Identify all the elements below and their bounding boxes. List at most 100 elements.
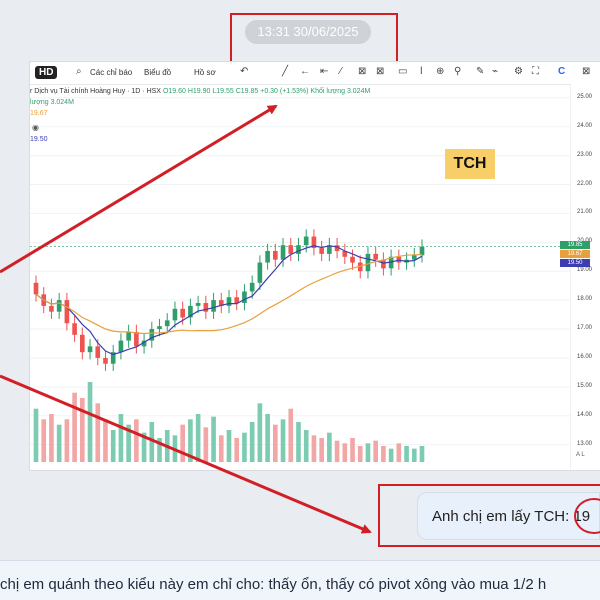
screenshot-icon[interactable]: ⊠	[582, 66, 591, 77]
candle-body	[64, 300, 70, 324]
candle-body	[95, 346, 101, 358]
volume-bar	[141, 432, 147, 462]
volume-bar	[396, 443, 402, 462]
volume-bar	[218, 435, 224, 462]
price-tag-close: 19.85	[560, 241, 590, 249]
price-highlight-circle	[574, 498, 600, 534]
hd-badge[interactable]: HD	[35, 66, 58, 79]
volume-bar	[203, 427, 209, 462]
candlestick-chart	[30, 97, 570, 462]
candle-body	[188, 305, 193, 318]
symbol-name: r Dịch vụ Tài chính Hoàng Huy · 1D · HSX	[30, 88, 161, 95]
candle-body	[319, 248, 324, 254]
candle-body	[373, 253, 378, 260]
volume-bar	[373, 440, 378, 462]
candle-body	[273, 250, 278, 260]
crosshair-icon[interactable]: ⊕	[436, 66, 445, 77]
volume-bar	[419, 446, 425, 462]
volume-bar	[350, 438, 355, 462]
volume-bar	[33, 408, 39, 462]
price-axis-tick: 18.00	[577, 296, 593, 303]
chart-plot-area[interactable]	[30, 84, 570, 470]
ma-slow-line	[35, 254, 423, 335]
candle-body	[195, 303, 201, 306]
volume-bar	[188, 419, 193, 462]
caption-text: chị em quánh theo kiểu này em chỉ cho: t…	[0, 576, 547, 593]
candle-body	[265, 250, 270, 263]
chart-type-button[interactable]: Biểu đồ	[144, 68, 172, 77]
undo-icon[interactable]: ↶	[240, 66, 249, 77]
chart-legend: r Dịch vụ Tài chính Hoàng Huy · 1D · HSX…	[30, 88, 370, 95]
message-highlight-box	[378, 484, 600, 547]
rectangle-icon[interactable]: ⊠	[358, 66, 367, 77]
candle-body	[303, 236, 309, 246]
comment-icon[interactable]: ▭	[398, 66, 408, 77]
pencil-icon[interactable]: ✎	[476, 66, 485, 77]
fib-icon[interactable]: ⇤	[320, 66, 329, 77]
ma-fast-value: 19.50	[30, 136, 48, 143]
fullscreen-icon[interactable]: ⛶	[532, 66, 539, 77]
indicators-button[interactable]: Các chỉ báo	[90, 68, 133, 77]
ma-slow-value: 19.67	[30, 110, 48, 117]
price-axis-tick: 15.00	[577, 382, 593, 389]
volume-bar	[265, 414, 270, 462]
volume-bar	[87, 382, 93, 462]
candle-body	[211, 300, 216, 312]
ticker-label: TCH	[445, 149, 495, 179]
brush-icon[interactable]: ⁄	[340, 66, 342, 77]
settings-icon[interactable]: ⚙	[514, 66, 523, 77]
path-icon[interactable]: ⊠	[376, 66, 385, 77]
candle-body	[56, 300, 62, 312]
vertical-line-icon[interactable]: ǀ	[420, 66, 423, 77]
candle-body	[80, 334, 85, 353]
candle-body	[110, 352, 116, 364]
candle-body	[134, 331, 139, 347]
price-axis-tick: 13.00	[577, 440, 593, 447]
ohlc-values: O19.60 H19.90 L19.55 C19.85 +0.30 (+1.53…	[162, 88, 371, 95]
volume-bar	[226, 430, 232, 462]
candle-body	[327, 245, 332, 254]
indicators-icon[interactable]: ⌕	[76, 66, 82, 77]
candle-body	[249, 282, 255, 292]
price-axis[interactable]: 25.0024.0023.0022.0021.0020.0019.0018.00…	[570, 84, 600, 470]
price-axis-tick: 23.00	[577, 151, 593, 158]
volume-bar	[134, 419, 139, 462]
candle-body	[334, 245, 340, 251]
volume-bar	[172, 435, 178, 462]
price-axis-tick: 14.00	[577, 411, 593, 418]
trend-line-icon[interactable]: ╱	[282, 66, 289, 77]
candle-body	[242, 291, 247, 304]
timestamp-badge: 13:31 30/06/2025	[245, 20, 371, 44]
volume-bar	[72, 392, 77, 462]
axis-auto-log-buttons[interactable]: A L	[576, 452, 585, 458]
candle-body	[218, 300, 224, 306]
candle-body	[280, 245, 286, 260]
ray-icon[interactable]: ←	[300, 66, 310, 77]
candle-body	[103, 357, 108, 364]
volume-bar	[388, 448, 394, 462]
volume-bar	[242, 432, 247, 462]
eye-icon[interactable]: ◉	[32, 123, 39, 132]
candle-body	[257, 262, 263, 283]
volume-bar	[118, 414, 124, 462]
chart-screenshot[interactable]: HD ⌕ Các chỉ báo Biểu đồ Hồ sơ ↶ ╱ ← ⇤ ⁄…	[30, 62, 600, 470]
candle-body	[172, 308, 178, 321]
volume-bar	[404, 446, 409, 462]
pen-icon[interactable]: ⌁	[492, 66, 499, 77]
candle-body	[419, 246, 425, 256]
volume-bar	[195, 414, 201, 462]
volume-bar	[296, 422, 301, 462]
volume-bar	[273, 424, 278, 462]
volume-bar	[257, 403, 263, 462]
candle-body	[357, 262, 363, 272]
pin-icon[interactable]: ⚲	[454, 66, 462, 77]
candle-body	[33, 282, 39, 295]
volume-bar	[149, 422, 155, 462]
candle-body	[288, 245, 294, 254]
candle-body	[49, 305, 54, 312]
template-button[interactable]: Hồ sơ	[194, 68, 216, 77]
candle-body	[365, 253, 371, 272]
price-axis-tick: 17.00	[577, 325, 593, 332]
price-axis-tick: 22.00	[577, 180, 593, 187]
price-axis-tick: 19.00	[577, 267, 593, 274]
